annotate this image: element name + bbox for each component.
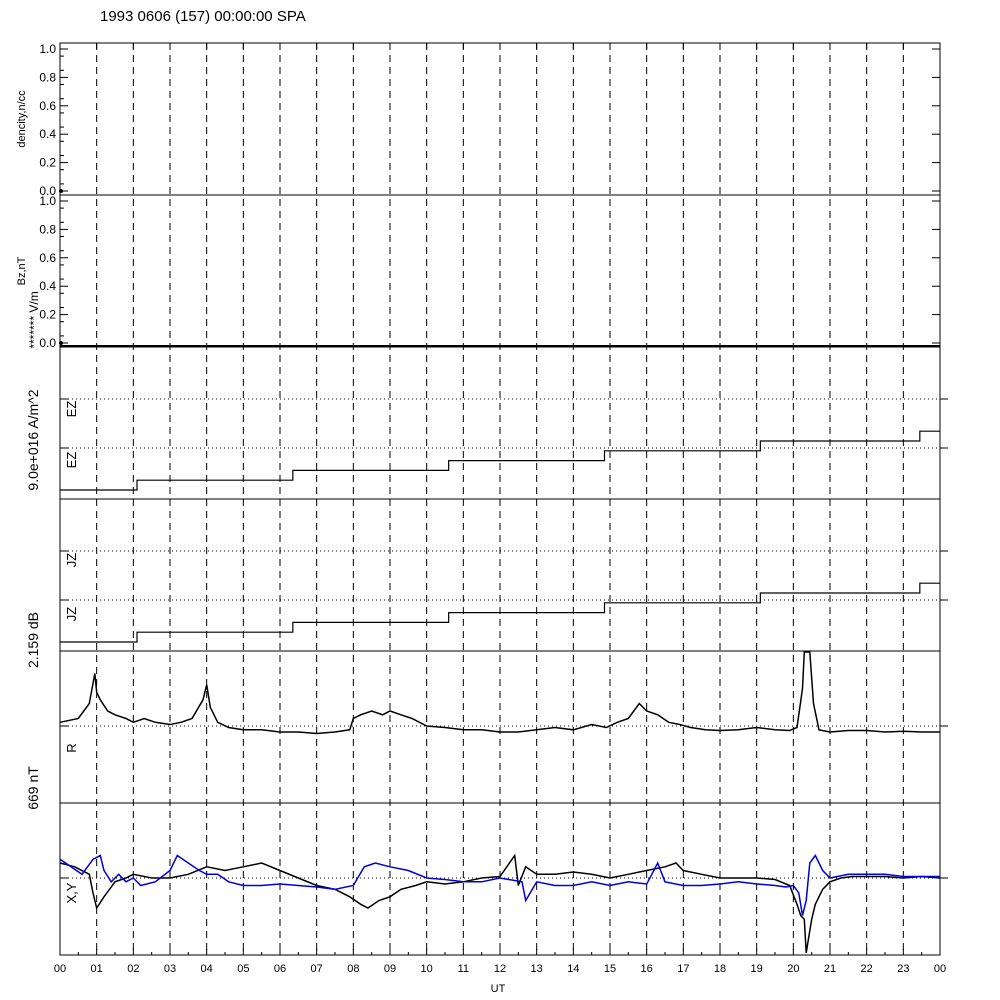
x-tick-label-15: 15 bbox=[604, 963, 616, 975]
x-tick-label-17: 17 bbox=[677, 963, 689, 975]
x-tick-label-22: 22 bbox=[861, 963, 873, 975]
x-tick-label-8: 08 bbox=[347, 963, 359, 975]
ez-step-series bbox=[60, 430, 940, 491]
bz-origin-dot bbox=[59, 341, 63, 345]
side-label-jz-1: JZ bbox=[64, 607, 79, 622]
y-tick-label-density-5: 1.0 bbox=[39, 42, 56, 56]
y-tick-label-density-1: 0.2 bbox=[39, 156, 56, 170]
side-label-r-0: R bbox=[64, 743, 79, 752]
x-tick-label-5: 05 bbox=[237, 963, 249, 975]
side-label-ez-3: 9.0e+016 A/m^2 bbox=[25, 389, 41, 490]
x-tick-label-12: 12 bbox=[494, 963, 506, 975]
y-axis-label-density: dencity,n/cc bbox=[16, 90, 28, 148]
x-tick-label-0: 00 bbox=[54, 963, 66, 975]
chart-title: 1993 0606 (157) 00:00:00 SPA bbox=[100, 8, 306, 25]
x-tick-label-1: 01 bbox=[91, 963, 103, 975]
y-tick-label-bz-1: 0.2 bbox=[39, 308, 56, 322]
r-series-0 bbox=[59, 651, 940, 735]
x-tick-label-11: 11 bbox=[458, 963, 469, 975]
y-tick-label-bz-3: 0.6 bbox=[39, 251, 56, 265]
y-tick-label-bz-0: 0.0 bbox=[39, 336, 56, 350]
x-tick-label-13: 13 bbox=[531, 963, 543, 975]
plot-layer: 00 01 02 03 04 05 06 07 08 09 10 11 12 13 14 15 16 17 18 19… bbox=[16, 42, 948, 975]
x-tick-label-21: 21 bbox=[824, 963, 836, 975]
xy-series-0 bbox=[59, 853, 941, 954]
side-label-jz-2: 2.159 dB bbox=[25, 612, 41, 668]
side-label-ez-1: EZ bbox=[64, 401, 79, 418]
y-tick-label-density-4: 0.8 bbox=[39, 70, 56, 84]
side-label-ez-2: EZ bbox=[64, 452, 79, 469]
density-origin-dot bbox=[59, 189, 63, 193]
x-tick-label-3: 03 bbox=[164, 963, 176, 975]
y-tick-label-bz-5: 1.0 bbox=[39, 194, 56, 208]
y-tick-label-density-0: 0.0 bbox=[39, 184, 56, 198]
y-axis-label-bz: Bz,nT bbox=[16, 256, 28, 285]
y-tick-label-bz-2: 0.4 bbox=[39, 279, 56, 293]
x-tick-label-4: 04 bbox=[201, 963, 213, 975]
x-tick-label-18: 18 bbox=[714, 963, 726, 975]
xy-series-1 bbox=[59, 854, 940, 916]
side-label-ez-0: ******* V/m bbox=[27, 291, 41, 348]
y-tick-label-density-2: 0.4 bbox=[39, 127, 56, 141]
x-tick-label-16: 16 bbox=[641, 963, 653, 975]
x-tick-label-24: 00 bbox=[934, 963, 946, 975]
x-tick-label-10: 10 bbox=[421, 963, 433, 975]
jz-step-series bbox=[60, 582, 940, 643]
y-tick-label-density-3: 0.6 bbox=[39, 99, 56, 113]
x-tick-label-20: 20 bbox=[787, 963, 799, 975]
x-tick-label-7: 07 bbox=[311, 963, 323, 975]
x-tick-label-14: 14 bbox=[567, 963, 579, 975]
x-tick-label-23: 23 bbox=[897, 963, 909, 975]
x-tick-label-9: 09 bbox=[384, 963, 396, 975]
x-tick-label-19: 19 bbox=[751, 963, 763, 975]
y-tick-label-bz-4: 0.8 bbox=[39, 222, 56, 236]
side-label-jz-0: JZ bbox=[64, 553, 79, 568]
x-tick-label-6: 06 bbox=[274, 963, 286, 975]
side-label-xy-0: X,Y bbox=[64, 882, 79, 903]
x-axis-label: UT bbox=[491, 983, 506, 995]
x-tick-label-2: 02 bbox=[127, 963, 139, 975]
side-label-r-1: 669 nT bbox=[25, 766, 41, 810]
